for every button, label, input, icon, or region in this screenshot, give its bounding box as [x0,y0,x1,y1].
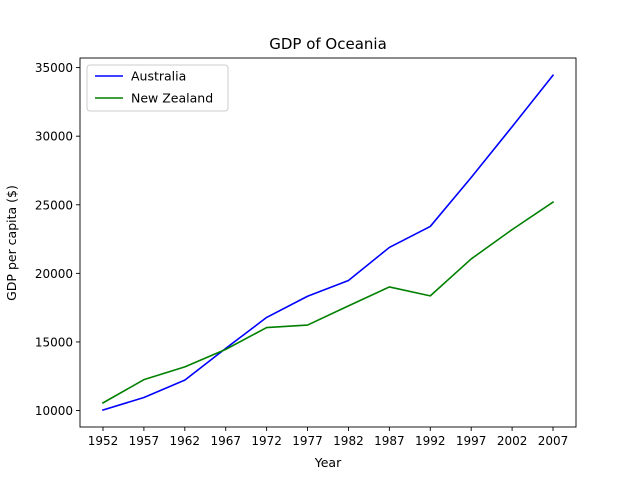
x-tick-label: 1997 [456,434,487,448]
x-tick-label: 1987 [374,434,405,448]
x-tick-label: 1957 [129,434,160,448]
series-line-new-zealand [101,201,555,404]
legend-label: New Zealand [131,91,213,106]
y-tick-label: 35000 [35,61,73,75]
y-axis-label: GDP per capita ($) [4,185,19,301]
x-tick-label: 1982 [333,434,364,448]
x-tick-label: 2002 [497,434,528,448]
y-tick-label: 15000 [35,335,73,349]
x-tick-label: 1972 [251,434,282,448]
plot-frame [79,57,577,428]
y-tick-label: 20000 [35,267,73,281]
x-tick-label: 1952 [88,434,119,448]
x-tick-label: 1967 [210,434,241,448]
series-line-australia [102,74,555,411]
x-tick-label: 1977 [292,434,323,448]
y-tick-label: 25000 [35,198,73,212]
x-tick-label: 1962 [170,434,201,448]
y-tick-label: 10000 [35,404,73,418]
x-tick-label: 2007 [538,434,569,448]
y-tick-label: 30000 [35,130,73,144]
x-axis-label: Year [314,455,342,470]
x-tick-label: 1992 [415,434,446,448]
legend-label: Australia [131,69,186,84]
chart-title: GDP of Oceania [269,35,387,53]
